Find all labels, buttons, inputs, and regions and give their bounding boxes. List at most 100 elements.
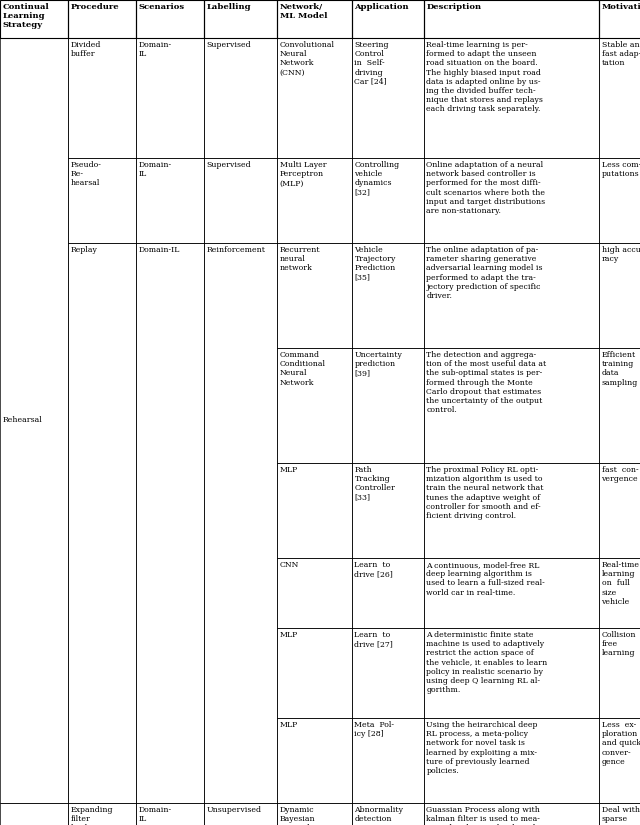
Bar (204, 243, 277, 803)
Bar (277, 558, 352, 628)
Bar (136, 803, 204, 825)
Bar (277, 803, 352, 825)
Text: Unsupervised: Unsupervised (207, 806, 262, 814)
Text: Labelling: Labelling (207, 3, 251, 11)
Text: Supervised: Supervised (207, 161, 251, 169)
Bar (424, 628, 599, 718)
Bar (424, 463, 599, 558)
Text: Controlling
vehicle
dynamics
[32]: Controlling vehicle dynamics [32] (355, 161, 399, 196)
Text: fast  con-
vergence: fast con- vergence (602, 466, 638, 483)
Bar (352, 558, 424, 628)
Bar (599, 158, 640, 243)
Bar (277, 38, 352, 158)
Text: Application: Application (355, 3, 409, 11)
Text: Reinforcement: Reinforcement (207, 246, 266, 254)
Text: Domain-IL: Domain-IL (138, 246, 180, 254)
Bar (424, 38, 599, 158)
Bar (599, 803, 640, 825)
Bar (136, 243, 204, 803)
Text: MLP: MLP (280, 466, 298, 474)
Text: Uncertainty
prediction
[39]: Uncertainty prediction [39] (355, 351, 403, 377)
Text: Recurrent
neural
network: Recurrent neural network (280, 246, 320, 272)
Bar (68, 243, 136, 803)
Bar (424, 158, 599, 243)
Bar (136, 0, 204, 38)
Bar (424, 558, 599, 628)
Text: Abnormality
detection
[31]: Abnormality detection [31] (355, 806, 403, 825)
Bar (0, 803, 68, 825)
Text: A continuous, model-free RL
deep learning algorithm is
used to learn a full-size: A continuous, model-free RL deep learnin… (426, 561, 545, 596)
Bar (277, 348, 352, 463)
Text: Deal with
sparse
inputs
observa-
tions.: Deal with sparse inputs observa- tions. (602, 806, 639, 825)
Bar (68, 38, 136, 158)
Text: Rehearsal: Rehearsal (3, 417, 42, 425)
Bar (352, 0, 424, 38)
Text: Efficient
training
data
sampling: Efficient training data sampling (602, 351, 637, 387)
Bar (277, 463, 352, 558)
Text: high accu-
racy: high accu- racy (602, 246, 640, 263)
Text: MLP: MLP (280, 721, 298, 729)
Bar (204, 158, 277, 243)
Text: Guassian Process along with
kalman filter is used to mea-
sure the abnormality b: Guassian Process along with kalman filte… (426, 806, 548, 825)
Bar (204, 0, 277, 38)
Bar (0, 0, 68, 38)
Text: Pseudo-
Re-
hearsal: Pseudo- Re- hearsal (70, 161, 101, 187)
Bar (424, 0, 599, 38)
Bar (599, 38, 640, 158)
Bar (352, 243, 424, 348)
Bar (204, 38, 277, 158)
Text: Steering
Control
in  Self-
driving
Car [24]: Steering Control in Self- driving Car [2… (355, 41, 389, 86)
Text: Path
Tracking
Controller
[33]: Path Tracking Controller [33] (355, 466, 396, 502)
Bar (277, 158, 352, 243)
Text: Continual
Learning
Strategy: Continual Learning Strategy (3, 3, 49, 30)
Text: Less com-
putations: Less com- putations (602, 161, 640, 178)
Bar (352, 718, 424, 803)
Text: Stable and
fast adap-
tation: Stable and fast adap- tation (602, 41, 640, 68)
Text: Less  ex-
ploration
and quick
conver-
gence: Less ex- ploration and quick conver- gen… (602, 721, 640, 766)
Text: Domain-
IL: Domain- IL (138, 161, 172, 178)
Text: Domain-
IL: Domain- IL (138, 41, 172, 59)
Text: Real-time learning is per-
formed to adapt the unseen
road situation on the boar: Real-time learning is per- formed to ada… (426, 41, 543, 113)
Bar (424, 243, 599, 348)
Bar (352, 348, 424, 463)
Bar (352, 803, 424, 825)
Text: The detection and aggrega-
tion of the most useful data at
the sub-optimal state: The detection and aggrega- tion of the m… (426, 351, 547, 414)
Bar (424, 348, 599, 463)
Bar (68, 803, 136, 825)
Bar (277, 0, 352, 38)
Text: Description: Description (426, 3, 482, 11)
Text: Motivation: Motivation (602, 3, 640, 11)
Text: Replay: Replay (70, 246, 97, 254)
Bar (424, 803, 599, 825)
Text: Meta  Pol-
icy [28]: Meta Pol- icy [28] (355, 721, 394, 738)
Bar (599, 463, 640, 558)
Text: Dynamic
Bayesian
network: Dynamic Bayesian network (280, 806, 315, 825)
Bar (352, 628, 424, 718)
Text: Online adaptation of a neural
network based controller is
performed for the most: Online adaptation of a neural network ba… (426, 161, 546, 215)
Text: Expanding
filter
bank: Expanding filter bank (70, 806, 113, 825)
Text: Command
Conditional
Neural
Network: Command Conditional Neural Network (280, 351, 326, 387)
Bar (352, 463, 424, 558)
Text: Network/
ML Model: Network/ ML Model (280, 3, 327, 20)
Text: CNN: CNN (280, 561, 299, 569)
Bar (68, 0, 136, 38)
Bar (277, 628, 352, 718)
Text: The online adaptation of pa-
rameter sharing generative
adversarial learning mod: The online adaptation of pa- rameter sha… (426, 246, 543, 300)
Text: MLP: MLP (280, 631, 298, 639)
Bar (599, 628, 640, 718)
Bar (352, 38, 424, 158)
Text: Divided
buffer: Divided buffer (70, 41, 101, 59)
Bar (136, 158, 204, 243)
Bar (599, 243, 640, 348)
Bar (599, 718, 640, 803)
Text: Scenarios: Scenarios (138, 3, 184, 11)
Text: Convolutional
Neural
Network
(CNN): Convolutional Neural Network (CNN) (280, 41, 335, 77)
Bar (277, 718, 352, 803)
Bar (277, 243, 352, 348)
Bar (599, 0, 640, 38)
Text: Real-time
learning
on  full
size
vehicle: Real-time learning on full size vehicle (602, 561, 639, 606)
Text: Collision
free
learning: Collision free learning (602, 631, 636, 658)
Bar (424, 718, 599, 803)
Text: The proximal Policy RL opti-
mization algorithm is used to
train the neural netw: The proximal Policy RL opti- mization al… (426, 466, 544, 520)
Text: Multi Layer
Perceptron
(MLP): Multi Layer Perceptron (MLP) (280, 161, 326, 187)
